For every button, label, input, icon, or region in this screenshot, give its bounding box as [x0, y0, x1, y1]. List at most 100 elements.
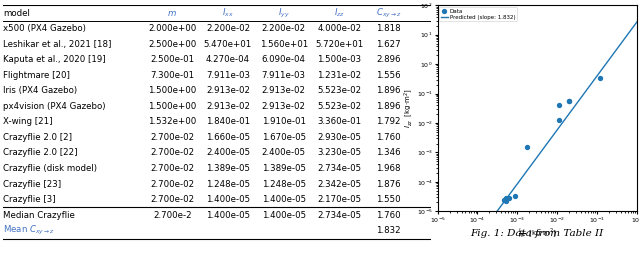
Text: 7.911e-03: 7.911e-03	[262, 71, 306, 80]
Text: 1.660e-05: 1.660e-05	[206, 133, 250, 142]
Text: 2.400e-05: 2.400e-05	[206, 148, 250, 158]
Text: 2.734e-05: 2.734e-05	[317, 164, 362, 173]
Text: 6.090e-04: 6.090e-04	[262, 55, 306, 64]
Text: 5.523e-02: 5.523e-02	[317, 86, 362, 95]
Text: 4.270e-04: 4.270e-04	[206, 55, 250, 64]
Text: 1.550: 1.550	[376, 195, 401, 204]
Text: 1.231e-02: 1.231e-02	[317, 71, 362, 80]
Data	[501, 199, 511, 204]
Data	[563, 99, 573, 103]
Text: 1.627: 1.627	[376, 40, 401, 49]
Text: 3.360e-01: 3.360e-01	[317, 117, 362, 126]
Text: $I_{xx}$: $I_{xx}$	[222, 7, 234, 19]
Text: 2.913e-02: 2.913e-02	[262, 102, 306, 111]
Text: X-wing [21]: X-wing [21]	[3, 117, 52, 126]
Text: Fig. 1: Data from Table II: Fig. 1: Data from Table II	[470, 229, 604, 238]
Text: 1.832: 1.832	[376, 226, 401, 235]
Text: x500 (PX4 Gazebo): x500 (PX4 Gazebo)	[3, 24, 86, 33]
Text: 2.000e+00: 2.000e+00	[148, 24, 196, 33]
Text: 2.342e-05: 2.342e-05	[317, 180, 362, 188]
Text: 2.500e+00: 2.500e+00	[148, 40, 196, 49]
Text: 1.500e+00: 1.500e+00	[148, 86, 196, 95]
Text: 1.500e-03: 1.500e-03	[317, 55, 362, 64]
Text: 2.700e-02: 2.700e-02	[150, 180, 195, 188]
Text: 1.248e-05: 1.248e-05	[206, 180, 250, 188]
Text: 1.248e-05: 1.248e-05	[262, 180, 306, 188]
Data	[500, 196, 511, 201]
Text: Leshikar et al., 2021 [18]: Leshikar et al., 2021 [18]	[3, 40, 111, 49]
Text: 2.734e-05: 2.734e-05	[317, 211, 362, 220]
Text: 1.556: 1.556	[376, 71, 401, 80]
Text: Median Crazyflie: Median Crazyflie	[3, 211, 75, 220]
Data	[554, 103, 564, 107]
Text: 1.670e-05: 1.670e-05	[262, 133, 306, 142]
Text: 1.400e-05: 1.400e-05	[206, 211, 250, 220]
Text: 2.170e-05: 2.170e-05	[317, 195, 362, 204]
Text: 4.000e-02: 4.000e-02	[317, 24, 362, 33]
Predicted (slope: 1.832): (0.435, 5.83): 1.832): (0.435, 5.83)	[618, 40, 626, 43]
Text: 2.700e-02: 2.700e-02	[150, 133, 195, 142]
Text: 5.470e+01: 5.470e+01	[204, 40, 252, 49]
Data	[522, 145, 532, 149]
Text: 1.389e-05: 1.389e-05	[206, 164, 250, 173]
Data	[595, 76, 605, 80]
Predicted (slope: 1.832): (0.000146, 2.53e-06): 1.832): (0.000146, 2.53e-06)	[480, 227, 488, 230]
Text: 7.300e-01: 7.300e-01	[150, 71, 195, 80]
Text: $m$: $m$	[168, 8, 177, 17]
Text: model: model	[3, 8, 30, 17]
Text: 1.968: 1.968	[376, 164, 401, 173]
Text: 2.913e-02: 2.913e-02	[262, 86, 306, 95]
Text: Crazyflie (disk model): Crazyflie (disk model)	[3, 164, 97, 173]
Text: 2.930e-05: 2.930e-05	[317, 133, 362, 142]
X-axis label: $\frac{I_{xx}}{m}$  [kg$\cdot$m$^2$]: $\frac{I_{xx}}{m}$ [kg$\cdot$m$^2$]	[518, 227, 557, 241]
Line: Predicted (slope: 1.832): Predicted (slope: 1.832)	[484, 0, 640, 229]
Data	[554, 118, 564, 122]
Text: 2.913e-02: 2.913e-02	[206, 86, 250, 95]
Text: 2.700e-02: 2.700e-02	[150, 148, 195, 158]
Text: 1.910e-01: 1.910e-01	[262, 117, 306, 126]
Text: Flightmare [20]: Flightmare [20]	[3, 71, 70, 80]
Text: Crazyflie [3]: Crazyflie [3]	[3, 195, 56, 204]
Text: 2.200e-02: 2.200e-02	[206, 24, 250, 33]
Text: $I_{zz}$: $I_{zz}$	[334, 7, 345, 19]
Text: 1.400e-05: 1.400e-05	[262, 195, 306, 204]
Text: Iris (PX4 Gazebo): Iris (PX4 Gazebo)	[3, 86, 77, 95]
Text: 1.400e-05: 1.400e-05	[206, 195, 250, 204]
Text: 5.720e+01: 5.720e+01	[315, 40, 364, 49]
Text: 1.896: 1.896	[376, 102, 401, 111]
Text: Crazyflie 2.0 [2]: Crazyflie 2.0 [2]	[3, 133, 72, 142]
Data	[510, 194, 520, 199]
Text: 1.840e-01: 1.840e-01	[206, 117, 250, 126]
Text: 2.400e-05: 2.400e-05	[262, 148, 306, 158]
Text: 2.700e-02: 2.700e-02	[150, 195, 195, 204]
Predicted (slope: 1.832): (0.349, 3.91): 1.832): (0.349, 3.91)	[615, 45, 623, 48]
Text: Crazyflie [23]: Crazyflie [23]	[3, 180, 61, 188]
Y-axis label: $I_{zz}$  [kg$\cdot$m$^2$]: $I_{zz}$ [kg$\cdot$m$^2$]	[403, 88, 415, 128]
Text: 1.560e+01: 1.560e+01	[260, 40, 308, 49]
Text: 5.523e-02: 5.523e-02	[317, 102, 362, 111]
Text: 1.500e+00: 1.500e+00	[148, 102, 196, 111]
Legend: Data, Predicted (slope: 1.832): Data, Predicted (slope: 1.832)	[439, 7, 517, 21]
Text: 3.230e-05: 3.230e-05	[317, 148, 362, 158]
Text: 2.500e-01: 2.500e-01	[150, 55, 195, 64]
Text: 1.876: 1.876	[376, 180, 401, 188]
Text: 1.400e-05: 1.400e-05	[262, 211, 306, 220]
Text: Mean $C_{xy\to z}$: Mean $C_{xy\to z}$	[3, 224, 55, 237]
Text: 1.346: 1.346	[376, 148, 401, 158]
Data	[499, 198, 509, 202]
Text: 1.532e+00: 1.532e+00	[148, 117, 196, 126]
Text: 1.896: 1.896	[376, 86, 401, 95]
Text: 2.913e-02: 2.913e-02	[206, 102, 250, 111]
Text: 7.911e-03: 7.911e-03	[206, 71, 250, 80]
Text: $I_{yy}$: $I_{yy}$	[278, 7, 289, 20]
Data	[504, 195, 514, 200]
Text: 2.700e-2: 2.700e-2	[153, 211, 191, 220]
Text: 1.760: 1.760	[376, 211, 401, 220]
Text: 1.760: 1.760	[376, 133, 401, 142]
Text: 2.700e-02: 2.700e-02	[150, 164, 195, 173]
Text: Kaputa et al., 2020 [19]: Kaputa et al., 2020 [19]	[3, 55, 106, 64]
Text: 2.896: 2.896	[376, 55, 401, 64]
Predicted (slope: 1.832): (0.335, 3.61): 1.832): (0.335, 3.61)	[614, 46, 621, 49]
Text: 1.792: 1.792	[376, 117, 401, 126]
Text: 1.818: 1.818	[376, 24, 401, 33]
